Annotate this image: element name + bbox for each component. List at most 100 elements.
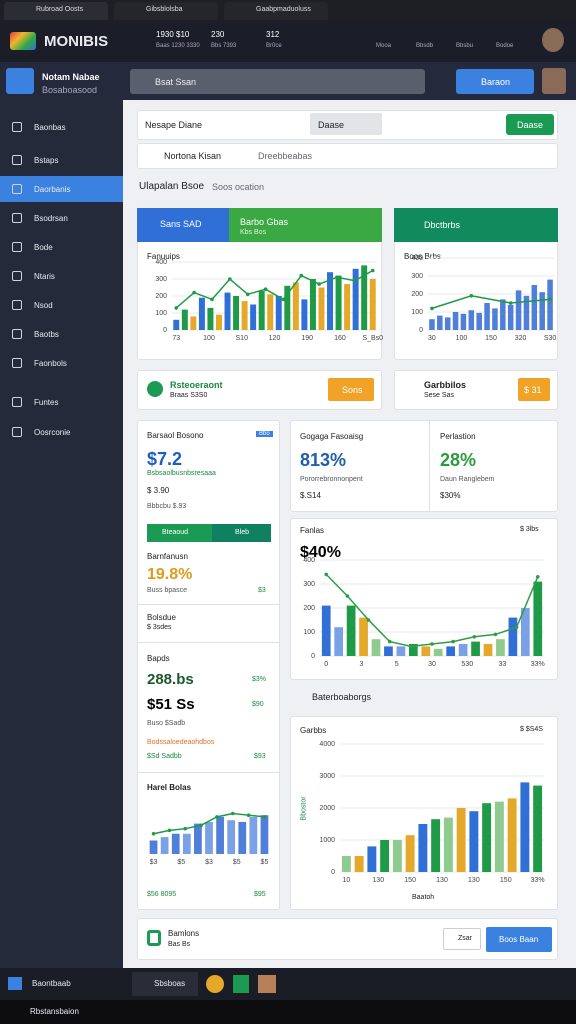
tab-sub: Kbs Bos	[240, 229, 267, 236]
value: $40%	[300, 544, 341, 561]
sidebar-icon	[12, 300, 22, 310]
sidebar-item[interactable]: Faonbols	[34, 359, 67, 368]
orange-text: Bodssaloedeaohdbos	[147, 739, 215, 746]
chart-card	[290, 716, 558, 910]
stat-value: 28%	[440, 450, 477, 470]
stats-card	[290, 420, 558, 512]
toolbar-title: Nesape Diane	[145, 120, 203, 130]
stat-title: Perlastion	[440, 432, 476, 441]
sidebar-icon	[12, 242, 22, 252]
sidebar-icon	[12, 213, 22, 223]
taskbar-text: Baontbaab	[32, 979, 71, 988]
tab[interactable]	[224, 2, 328, 20]
sidebar-item[interactable]: Bstaps	[34, 156, 59, 165]
progress-text: Bteaoud	[162, 529, 189, 536]
search-box[interactable]	[130, 69, 425, 94]
stat-small: $.S14	[300, 491, 321, 500]
val: $3	[258, 587, 266, 594]
progress-text: Bleb	[235, 529, 250, 536]
app-icon[interactable]	[233, 975, 249, 993]
small: Bbbcbu $.93	[147, 503, 187, 510]
sidebar-icon	[12, 358, 22, 368]
tab-label: Gibsblolsba	[146, 6, 183, 13]
legend: $ 3lbs	[520, 526, 539, 533]
sidebar-item[interactable]: Funtes	[34, 398, 59, 407]
tab[interactable]	[4, 2, 108, 20]
progress-part	[212, 524, 271, 542]
stat-value: 1930 $10	[156, 30, 190, 39]
green-button[interactable]	[506, 114, 554, 135]
app-name: Notam Nabae	[42, 72, 100, 82]
stat-label: Baas 1230 3330	[156, 43, 200, 49]
sub: Buss bpasce	[147, 587, 188, 594]
sidebar-item[interactable]: Nsod	[34, 301, 53, 310]
button-text: $ 31	[524, 385, 542, 395]
sidebar-item[interactable]: Bode	[34, 243, 53, 252]
sidebar-item[interactable]: Baonbas	[34, 123, 66, 132]
avatar	[542, 68, 566, 94]
legend: $ $S4S	[520, 726, 543, 733]
section-title: Ulapalan Bsoe	[139, 181, 205, 192]
icon-label[interactable]: Bbsbu	[456, 43, 474, 49]
sidebar-item[interactable]: Bsodrsan	[34, 214, 68, 223]
sidebar-icon	[12, 397, 22, 407]
icon-label[interactable]: Bodoe	[496, 43, 514, 49]
button-text: Sons	[342, 385, 363, 395]
action-button[interactable]	[518, 378, 550, 401]
taskbar-search[interactable]	[132, 972, 198, 996]
action-button[interactable]	[328, 378, 374, 401]
app-icon[interactable]	[258, 975, 276, 993]
logo-icon	[10, 32, 36, 50]
icon	[147, 930, 161, 946]
search-text: Bsat Ssan	[155, 77, 197, 87]
stat-small: $30%	[440, 491, 461, 500]
status-text: Rbstansbaion	[30, 1007, 79, 1016]
action-sub: Braas S3S0	[170, 392, 208, 399]
primary-button[interactable]	[486, 927, 552, 952]
edit-button[interactable]	[443, 928, 481, 950]
app-icon[interactable]	[206, 975, 224, 993]
card-header	[394, 208, 558, 242]
sidebar-item[interactable]: Oosrconie	[34, 428, 71, 437]
sidebar-item[interactable]: Baotbs	[34, 330, 59, 339]
icon-label[interactable]: Bbsdb	[416, 43, 434, 49]
start-icon[interactable]	[8, 977, 22, 990]
search-hint: Dreebbeabas	[258, 151, 313, 161]
green-text: $Sd Sadbb	[147, 753, 182, 760]
primary-button[interactable]	[456, 69, 534, 94]
value: $51 Ss	[147, 696, 195, 713]
sidebar-item[interactable]: Ntaris	[34, 272, 55, 281]
row-title: Baterboaborgs	[312, 692, 372, 702]
footer: $56 8095	[147, 891, 177, 898]
title: Barnfanusn	[147, 552, 188, 561]
tab-blue	[137, 208, 229, 242]
icon-label[interactable]: Mooa	[376, 43, 392, 49]
y-axis-label: Bbostor	[300, 796, 308, 821]
button-text: Baraon	[481, 77, 511, 87]
logo: MONIBIS	[44, 33, 109, 50]
action-card	[137, 370, 382, 410]
value: $7.2	[147, 449, 183, 469]
tab[interactable]	[114, 2, 218, 20]
sub: Bsbsaolbusnbsresaaa	[147, 470, 216, 477]
chip[interactable]	[310, 113, 382, 135]
pct: $3%	[252, 676, 267, 683]
sidebar-icon	[12, 122, 22, 132]
small: $ 3.90	[147, 486, 170, 495]
divider	[137, 772, 280, 773]
active-item	[0, 176, 123, 202]
app-subtitle: Bosaboasood	[42, 85, 98, 95]
chart-label: Fanuuips	[147, 252, 180, 261]
stat-label: Br0ce	[266, 43, 282, 49]
stat-value: 813%	[300, 450, 347, 470]
divider	[137, 642, 280, 643]
sidebar-item[interactable]: Daorbanis	[34, 185, 71, 194]
card-title: Fanlas	[300, 526, 325, 535]
icon	[147, 381, 163, 397]
sidebar-icon	[12, 271, 22, 281]
tab-label: Gaabpmaduoluss	[256, 6, 311, 13]
header	[0, 22, 576, 62]
card-title: Garbbs	[300, 726, 327, 735]
green-button-text: Daase	[517, 120, 544, 130]
tab-label: Rubroad Oosts	[36, 6, 84, 13]
